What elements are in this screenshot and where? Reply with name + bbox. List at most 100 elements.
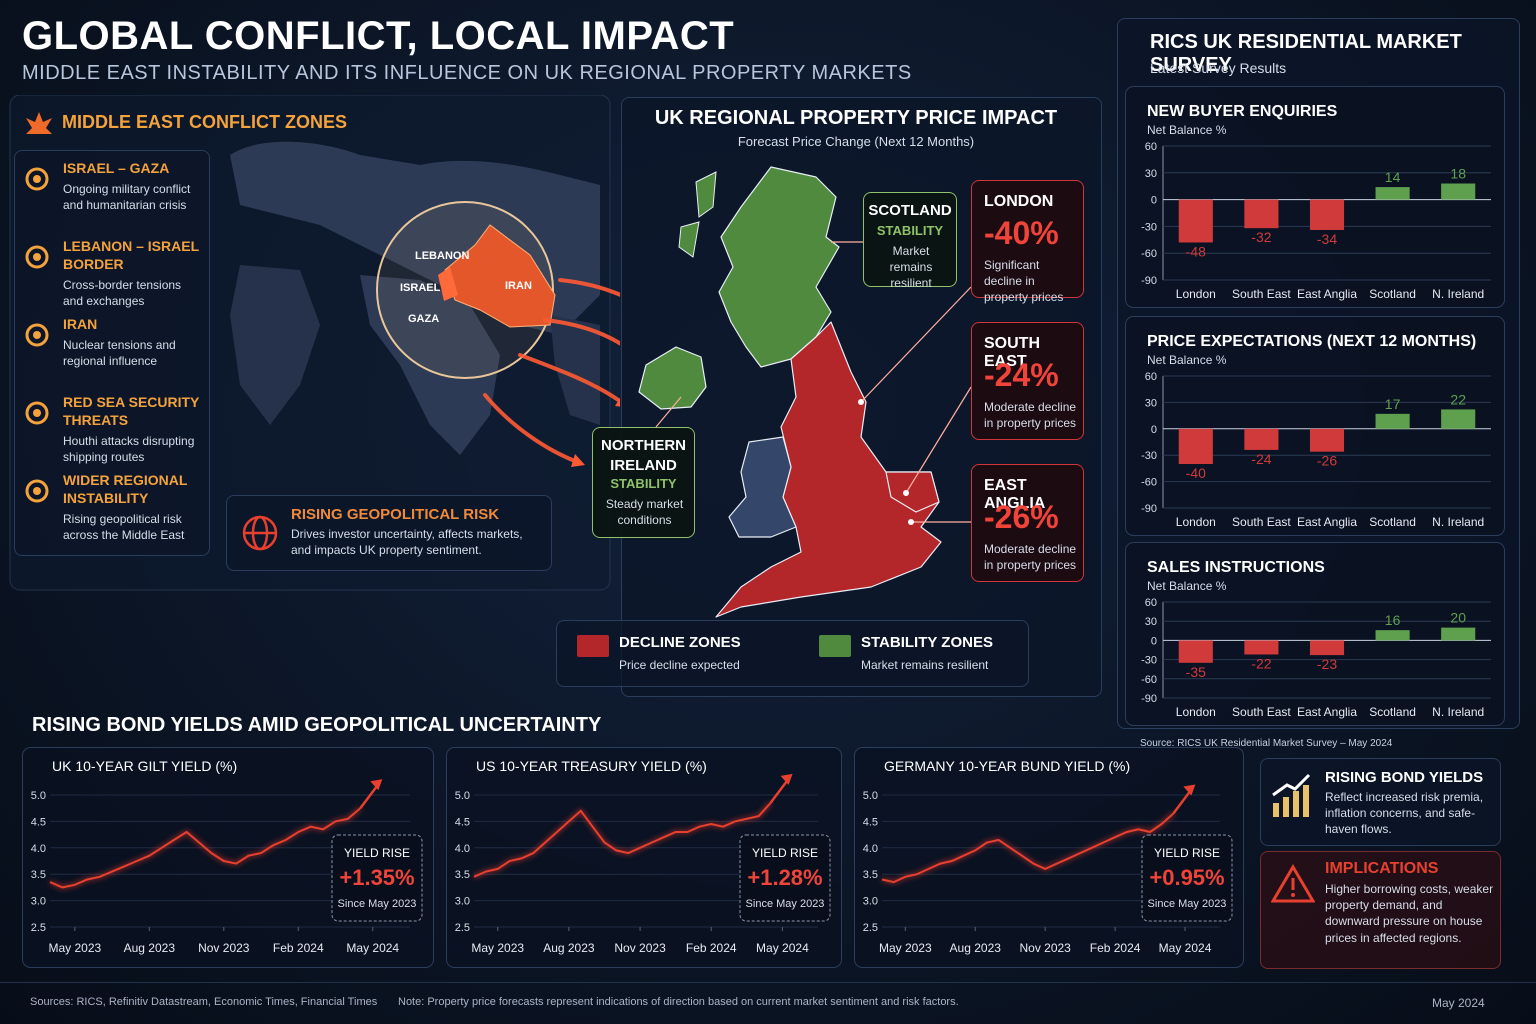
- value-label: -35: [1186, 664, 1206, 680]
- side-title: RISING BOND YIELDS: [1325, 769, 1484, 786]
- annotation-note: Since May 2023: [746, 898, 825, 910]
- callout-change: -40%: [984, 215, 1059, 251]
- x-tick-label: East Anglia: [1297, 515, 1357, 529]
- icon-shape: [33, 331, 41, 339]
- item-text: Nuclear tensions and regional influence: [63, 338, 176, 369]
- footer-sources: Sources: RICS, Refinitiv Datastream, Eco…: [30, 996, 378, 1008]
- conflict-list: ISRAEL – GAZA Ongoing military conflict a…: [14, 150, 210, 556]
- chart-title: GERMANY 10-YEAR BUND YIELD (%): [884, 758, 1130, 774]
- value-label: -26: [1317, 453, 1337, 469]
- chart-frame: [1125, 86, 1505, 308]
- x-tick-label: May 2023: [48, 941, 101, 955]
- chart: UK 10-YEAR GILT YIELD (%) 5.0 4.5 4.0 3.5 3.0…: [22, 747, 434, 968]
- subtitle: MIDDLE EAST INSTABILITY AND ITS INFLUENC…: [22, 62, 912, 84]
- y-tick-label: 0: [1151, 635, 1157, 647]
- yield-line: [49, 807, 361, 889]
- map-label: GAZA: [408, 313, 440, 325]
- bar: [1309, 428, 1345, 452]
- callout-change: -26%: [984, 499, 1059, 535]
- x-tick-label: Feb 2024: [273, 941, 324, 955]
- annotation-value: +1.28%: [747, 865, 822, 890]
- legend-swatch: [819, 635, 851, 657]
- yield-line: [473, 802, 772, 878]
- callout-change: -24%: [984, 357, 1059, 393]
- item-title: RED SEA SECURITY THREATS: [63, 394, 200, 429]
- x-tick-label: London: [1176, 287, 1216, 301]
- y-tick-label: 30: [1145, 616, 1157, 628]
- bar: [1309, 199, 1345, 230]
- item-icon: [25, 323, 49, 347]
- x-tick-label: Nov 2023: [1019, 941, 1071, 955]
- annotation-title: YIELD RISE: [752, 846, 818, 860]
- legend-text: Market remains resilient: [861, 658, 989, 672]
- y-tick-label: -60: [1141, 248, 1157, 260]
- value-label: 16: [1385, 612, 1401, 628]
- item-text: Rising geopolitical risk across the Midd…: [63, 512, 185, 543]
- side-box: RISING BOND YIELDS Reflect increased ris…: [1260, 758, 1501, 846]
- callout-text: Moderate decline in property prices: [984, 400, 1077, 431]
- callout-text: Moderate decline in property prices: [984, 542, 1077, 573]
- trend-arrow: [1172, 788, 1193, 815]
- risk-title: RISING GEOPOLITICAL RISK: [291, 506, 500, 523]
- side-text: Higher borrowing costs, weaker property …: [1325, 882, 1494, 945]
- risk-text: Drives investor uncertainty, affects mar…: [291, 527, 523, 558]
- annotation-box: [1141, 834, 1233, 922]
- uk-title: UK REGIONAL PROPERTY PRICE IMPACT: [654, 107, 1058, 129]
- divider: [0, 982, 1536, 983]
- bar: [1244, 640, 1279, 655]
- value-label: 18: [1450, 166, 1466, 182]
- callout-name: LONDON: [984, 193, 1054, 210]
- x-tick-label: London: [1176, 515, 1216, 529]
- y-tick-label: -60: [1141, 674, 1157, 686]
- x-tick-label: N. Ireland: [1432, 705, 1484, 719]
- y-tick-label: 60: [1145, 597, 1157, 609]
- y-tick-label: 0: [1151, 424, 1157, 436]
- legend-title: DECLINE ZONES: [619, 634, 741, 651]
- side-text: Reflect increased risk premia, inflation…: [1325, 790, 1484, 837]
- survey-title: RICS UK RESIDENTIAL MARKET SURVEY: [1150, 31, 1462, 76]
- chart-title: NEW BUYER ENQUIRIES: [1147, 103, 1338, 120]
- y-tick-label: -30: [1141, 655, 1157, 667]
- bonds-title: RISING BOND YIELDS AMID GEOPOLITICAL UNC…: [32, 714, 602, 736]
- region-status: STABILITY: [876, 223, 944, 238]
- callout-name: SOUTH EAST: [984, 335, 1040, 370]
- stable-box: SCOTLAND STABILITY Market remains resilien…: [863, 192, 957, 290]
- value-label: -48: [1186, 243, 1206, 259]
- value-label: 22: [1450, 391, 1466, 407]
- trend-arrow: [769, 778, 790, 804]
- annotation-title: YIELD RISE: [344, 846, 410, 860]
- value-label: -24: [1251, 451, 1271, 467]
- y-tick-label: -90: [1141, 503, 1157, 515]
- x-tick-label: Feb 2024: [1090, 941, 1141, 955]
- item-icon: [25, 245, 49, 269]
- bar: [1178, 199, 1213, 243]
- x-tick-label: May 2024: [756, 941, 809, 955]
- bar: [1375, 630, 1410, 641]
- y-tick-label: 5.0: [455, 790, 470, 802]
- chart-icon: [1272, 773, 1311, 817]
- icon-shape: [33, 253, 41, 261]
- icon-shape: [25, 323, 49, 347]
- chart-title: UK 10-YEAR GILT YIELD (%): [52, 758, 237, 774]
- bar: [1441, 409, 1476, 429]
- x-tick-label: N. Ireland: [1432, 287, 1484, 301]
- y-tick-label: -30: [1141, 450, 1157, 462]
- y-tick-label: 30: [1145, 397, 1157, 409]
- section-heading: MIDDLE EAST CONFLICT ZONES: [62, 112, 347, 132]
- x-tick-label: London: [1176, 705, 1216, 719]
- x-tick-label: N. Ireland: [1432, 515, 1484, 529]
- bar: [1375, 413, 1410, 429]
- annotation-value: +1.35%: [339, 865, 414, 890]
- legend: DECLINE ZONES Price decline expected STABI…: [556, 620, 1029, 687]
- y-tick-label: 30: [1145, 168, 1157, 180]
- icon-shape: [25, 167, 49, 191]
- bar: [1244, 428, 1279, 450]
- value-label: 20: [1450, 610, 1466, 626]
- legend-title: STABILITY ZONES: [861, 634, 993, 651]
- x-tick-label: May 2024: [346, 941, 399, 955]
- icon-shape: [25, 245, 49, 269]
- y-tick-label: 4.5: [863, 816, 878, 828]
- chart-frame: [1125, 316, 1505, 536]
- chart-title: US 10-YEAR TREASURY YIELD (%): [476, 758, 707, 774]
- arrow-head: [370, 779, 383, 791]
